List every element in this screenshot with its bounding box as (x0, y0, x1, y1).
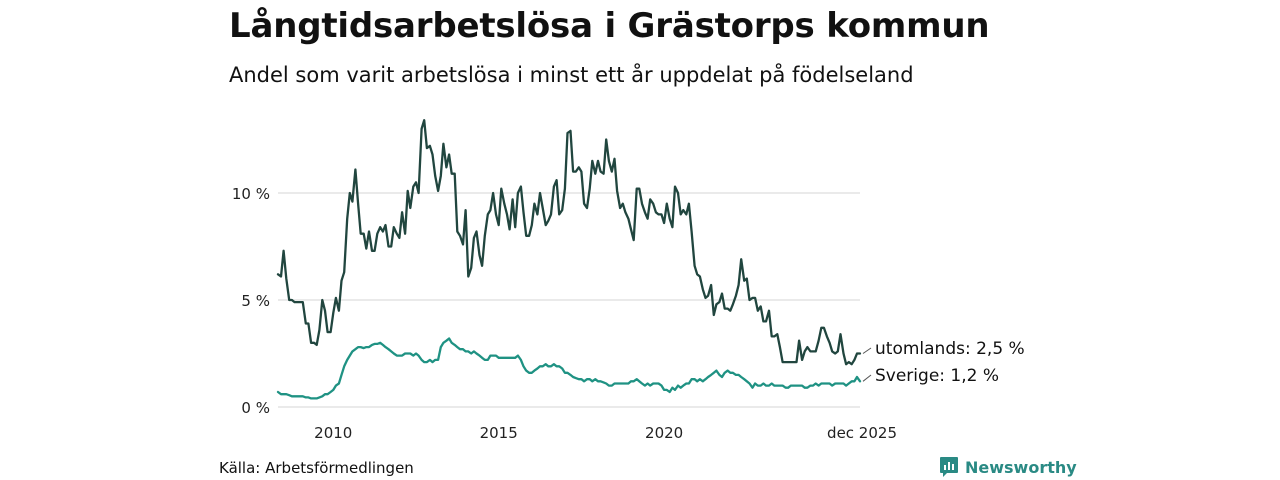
brand-logo: Newsworthy (939, 456, 1077, 478)
label-leader-line (862, 374, 872, 382)
series-line-utomlands (276, 119, 862, 366)
series-line-sverige (276, 337, 862, 400)
series-end-label: utomlands: 2,5 % (875, 339, 1025, 359)
y-axis-tick-labels: 0 % 5 % 10 % (232, 185, 270, 417)
x-tick-label: 2015 (480, 424, 518, 442)
x-tick-label: 2010 (314, 424, 352, 442)
series-end-labels: utomlands: 2,5 % Sverige: 1,2 % (862, 339, 1025, 386)
x-axis-tick-labels: 2010 2015 2020 dec 2025 (314, 424, 897, 442)
x-tick-label: 2020 (645, 424, 683, 442)
source-note: Källa: Arbetsförmedlingen (219, 459, 414, 477)
series-lines (276, 119, 862, 400)
newsworthy-logo-icon (940, 457, 958, 477)
chart-title: Långtidsarbetslösa i Grästorps kommun (229, 6, 990, 46)
y-tick-label: 5 % (241, 292, 270, 310)
chart-subtitle: Andel som varit arbetslösa i minst ett å… (229, 63, 914, 87)
brand-name: Newsworthy (965, 457, 1077, 477)
y-tick-label: 0 % (241, 399, 270, 417)
x-tick-label: dec 2025 (827, 424, 897, 442)
gridlines (278, 192, 860, 408)
label-leader-line (862, 347, 872, 354)
series-end-label: Sverige: 1,2 % (875, 366, 999, 386)
y-tick-label: 10 % (232, 185, 270, 203)
